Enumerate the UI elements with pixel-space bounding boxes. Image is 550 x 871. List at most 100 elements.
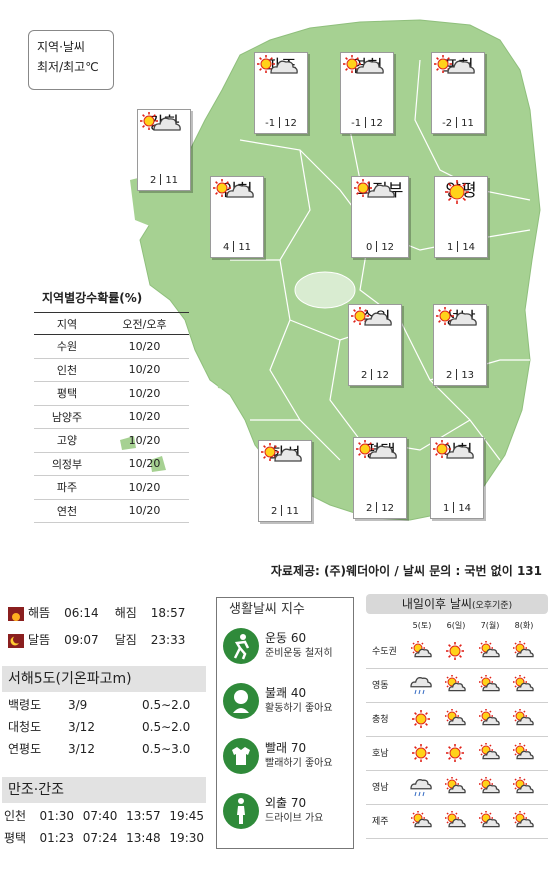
city-temps: -1 12	[341, 117, 393, 130]
rain-value: 10/20	[100, 334, 189, 359]
tide-table: 인천 01:30 07:40 13:57 19:45 평택 01:23 07:2…	[4, 805, 204, 849]
temp-high: 12	[370, 118, 383, 129]
moonset-label: 달짐	[114, 633, 137, 647]
sea-date: 3/9	[68, 698, 88, 712]
temp-high: 11	[286, 506, 300, 517]
temp-high: 11	[165, 175, 179, 186]
sun-cloud-icon	[479, 641, 500, 658]
tide-time: 01:23	[39, 831, 75, 845]
temp-low: -1	[351, 118, 362, 129]
future-forecast: 내일이후 날씨(오후기준) 5(토) 6(일) 7(월) 8(화) 수도권 영동 충…	[366, 594, 548, 839]
temp-high: 12	[381, 503, 395, 514]
city-card-ganghwa: 강화 211	[137, 109, 191, 191]
sun-cloud-icon	[513, 641, 534, 658]
life-item-desc: 빨래하기 좋아요	[265, 758, 333, 769]
city-card-incheon: 인천 411	[210, 176, 264, 258]
city-card-pyeongtaek: 평택 212	[353, 437, 407, 519]
sun-icon	[412, 710, 430, 728]
gyeonggi-map-shape	[120, 19, 541, 521]
rain-region: 인천	[34, 358, 100, 382]
tide-time: 01:30	[39, 809, 75, 823]
sun-cloud-icon	[433, 440, 474, 459]
forecast-day: 8(화)	[514, 621, 534, 630]
outing-icon	[223, 793, 259, 829]
life-item-desc: 드라이브 가요	[265, 813, 324, 824]
forecast-days: 5(토) 6(일) 7(월) 8(화)	[408, 620, 548, 632]
city-card-hwaseong: 화성 211	[258, 440, 312, 522]
city-temps: 2 13	[434, 369, 486, 382]
life-index-title: 생활날씨 지수	[229, 602, 305, 617]
list-item: 운동 60 준비운동 철저히	[217, 622, 353, 677]
life-item-desc: 준비운동 철저히	[265, 648, 333, 659]
legend-line-temp: 최저/최고℃	[37, 60, 99, 74]
temp-low: 2	[445, 370, 453, 381]
table-row: 인천 10/20	[34, 358, 189, 382]
sunset-label: 해짐	[114, 606, 137, 620]
rain-region: 의정부	[34, 452, 100, 476]
sun-cloud-icon	[513, 743, 534, 760]
temp-low: 2	[270, 506, 278, 517]
sun-cloud-icon	[436, 307, 477, 326]
moonrise-icon	[8, 633, 24, 648]
tide-time: 07:24	[82, 831, 118, 845]
forecast-row: 수도권	[366, 638, 548, 666]
rain-region: 평택	[34, 381, 100, 406]
forecast-day: 5(토)	[412, 621, 432, 630]
temp-low: 1	[442, 503, 450, 514]
sun-icon	[446, 744, 464, 762]
tide-place: 인천	[4, 809, 27, 823]
tide-time: 13:57	[126, 809, 161, 823]
running-icon	[223, 628, 259, 664]
city-temps: -1 12	[255, 117, 307, 130]
temp-high: 11	[461, 118, 474, 129]
list-item: 빨래 70 빨래하기 좋아요	[217, 732, 353, 787]
sun-cloud-icon	[213, 179, 254, 198]
tide-place: 평택	[4, 831, 27, 845]
city-temps: 4 11	[211, 241, 263, 254]
city-temps: -2 11	[432, 117, 484, 130]
sea-place: 백령도	[8, 698, 42, 712]
forecast-region: 수도권	[372, 647, 397, 657]
sun-cloud-icon	[257, 55, 298, 74]
rain-region: 연천	[34, 499, 100, 523]
city-card-yeoncheon: 연천 -112	[340, 52, 394, 134]
legend-line-region-weather: 지역·날씨	[37, 40, 85, 54]
temp-low: 1	[446, 242, 454, 253]
city-temps: 2 11	[138, 174, 190, 187]
rain-value: 10/20	[100, 381, 189, 406]
moon-row: 달뜸 09:07 달짐 23:33	[8, 627, 208, 654]
city-card-yangpyeong: 양평 114	[434, 176, 488, 258]
forecast-row: 호남	[366, 740, 548, 768]
rain-value: 10/20	[100, 475, 189, 500]
sun-cloud-icon	[351, 307, 392, 326]
sun-icon	[412, 744, 430, 762]
city-temps: 1 14	[431, 502, 483, 515]
life-item-desc: 활동하기 좋아요	[265, 703, 333, 714]
city-temps: 2 12	[349, 369, 401, 382]
forecast-title: 내일이후 날씨(오후기준)	[366, 594, 548, 614]
forecast-row: 충청	[366, 706, 548, 734]
forecast-title-text: 내일이후 날씨	[401, 597, 472, 611]
divider	[366, 804, 548, 805]
forecast-region: 영남	[372, 783, 389, 793]
city-card-uijeongbu: 의정부 012	[351, 176, 409, 258]
divider	[366, 736, 548, 737]
rain-region: 수원	[34, 334, 100, 359]
moonset-time: 23:33	[150, 633, 186, 647]
sun-cloud-icon	[513, 709, 534, 726]
sun-icon	[446, 642, 464, 660]
sun-cloud-icon	[513, 777, 534, 794]
forecast-row: 제주	[366, 808, 548, 836]
forecast-row: 영남	[366, 774, 548, 802]
table-row: 대청도 3/12 0.5∼2.0	[8, 716, 208, 738]
rain-header-amp: 오전/오후	[100, 312, 189, 335]
sunrise-time: 06:14	[64, 606, 99, 620]
life-item-name: 운동 60	[265, 631, 307, 645]
forecast-day: 7(월)	[480, 621, 500, 630]
rain-value: 10/20	[100, 358, 189, 382]
forecast-region: 호남	[372, 749, 389, 759]
sunrise-icon	[8, 606, 24, 621]
sun-cloud-icon	[513, 811, 534, 828]
rain-header-row: 지역 오전/오후	[34, 312, 189, 335]
sunset-time: 18:57	[150, 606, 186, 620]
